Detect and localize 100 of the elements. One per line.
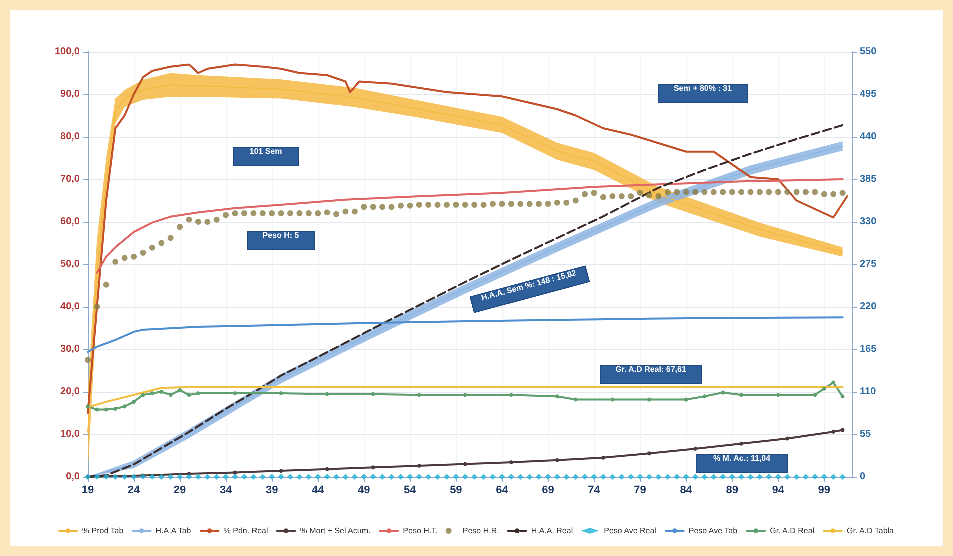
point	[104, 408, 108, 412]
y-tick-label: 70,0	[60, 174, 80, 185]
point	[776, 393, 780, 398]
legend-label: Peso Ave Real	[604, 526, 657, 536]
point	[325, 467, 330, 472]
legend-label: Peso H.T.	[403, 526, 438, 536]
x-tick-label: 74	[588, 484, 602, 496]
point	[141, 393, 146, 398]
line-series	[87, 316, 844, 354]
y-tick-label: 50,0	[60, 259, 80, 270]
annotation: Peso H: 5	[262, 231, 300, 240]
y2-tick-label: 495	[860, 89, 878, 100]
legend-label: Peso Ave Tab	[688, 526, 738, 536]
annotation: % M. Ac.: 11,04	[712, 454, 772, 463]
point	[840, 394, 845, 399]
x-tick-label: 99	[818, 484, 831, 496]
point	[786, 436, 790, 441]
point	[160, 390, 164, 394]
x-tick-label: 64	[496, 484, 510, 496]
x-tick-label: 49	[358, 484, 370, 496]
point	[371, 466, 376, 470]
legend-label: Gr. A.D Tabla	[847, 526, 895, 536]
point	[832, 430, 836, 434]
y2-tick-label: 0	[860, 472, 866, 482]
y2-tick-label: 440	[860, 132, 878, 142]
legend-label: % Mort + Sel Acum.	[300, 526, 371, 536]
point	[86, 404, 90, 409]
point	[721, 390, 726, 395]
point	[233, 470, 238, 475]
point	[610, 398, 615, 402]
point	[740, 393, 744, 398]
point	[694, 446, 698, 451]
point	[740, 442, 744, 446]
y-tick-label: 40,0	[60, 302, 80, 312]
y2-tick-label: 110	[860, 386, 877, 398]
point	[832, 380, 836, 385]
y2-tick-label: 275	[860, 259, 878, 270]
annotation: 101 Sem	[248, 147, 284, 156]
y2-tick-label: 55	[860, 429, 872, 440]
point	[371, 392, 376, 396]
annotation: Sem + 80% : 31	[672, 84, 734, 93]
x-tick-label: 24	[128, 484, 142, 496]
y-tick-label: 90,0	[60, 89, 80, 100]
legend-label: % Prod Tab	[82, 526, 124, 536]
point	[417, 464, 422, 468]
point	[95, 408, 100, 412]
y-tick-label: 80,0	[60, 132, 80, 142]
x-tick-label: 54	[404, 484, 418, 496]
point	[463, 462, 468, 466]
point	[114, 407, 118, 411]
y-tick-label: 10,0	[60, 429, 80, 440]
y-tick-label: 0,0	[66, 472, 80, 482]
point	[822, 386, 826, 391]
y2-tick-label: 330	[860, 216, 878, 228]
point	[233, 392, 238, 396]
y-tick-label: 60,0	[60, 216, 80, 228]
y2-tick-label: 385	[860, 174, 878, 185]
x-tick-label: 84	[680, 484, 694, 496]
point	[813, 393, 818, 398]
x-tick-label: 59	[450, 484, 462, 496]
point	[325, 392, 330, 396]
point	[840, 428, 845, 432]
point	[168, 393, 173, 398]
point	[178, 388, 182, 392]
y-tick-label: 30,0	[60, 344, 80, 355]
legend-label: Gr. A.D Real	[770, 526, 815, 536]
point	[509, 393, 514, 398]
annotation: H.A.A. Sem %: 148 : 15,82	[480, 268, 578, 305]
x-tick-label: 44	[312, 484, 326, 496]
legend-label: % Pdn. Real	[224, 526, 268, 536]
point	[509, 460, 514, 465]
point	[648, 452, 652, 456]
legend-label: H.A.A. Real	[531, 526, 574, 536]
x-tick-label: 79	[634, 484, 646, 496]
x-tick-label: 29	[174, 484, 186, 496]
point	[702, 394, 707, 399]
point	[279, 469, 284, 474]
x-tick-label: 94	[772, 484, 786, 496]
x-tick-label: 39	[266, 484, 278, 496]
x-tick-label: 34	[220, 484, 234, 496]
y2-tick-label: 220	[860, 302, 878, 312]
y-tick-label: 20,0	[60, 386, 80, 398]
point	[555, 394, 560, 399]
point	[196, 392, 200, 396]
x-tick-label: 19	[82, 484, 94, 496]
point	[555, 458, 560, 462]
point	[601, 456, 606, 460]
point	[150, 392, 154, 396]
y2-tick-label: 165	[860, 344, 878, 355]
point	[122, 404, 127, 409]
y-tick-label: 100,0	[54, 46, 80, 58]
point	[187, 393, 192, 398]
y2-tick-label: 550	[860, 46, 878, 58]
legend-label: H.A.A Tab	[156, 526, 192, 536]
point	[463, 393, 468, 398]
point	[648, 398, 652, 402]
legend-label: Peso H.R.	[462, 526, 500, 536]
x-tick-label: 69	[542, 484, 554, 496]
point	[279, 392, 284, 396]
point	[132, 400, 136, 404]
